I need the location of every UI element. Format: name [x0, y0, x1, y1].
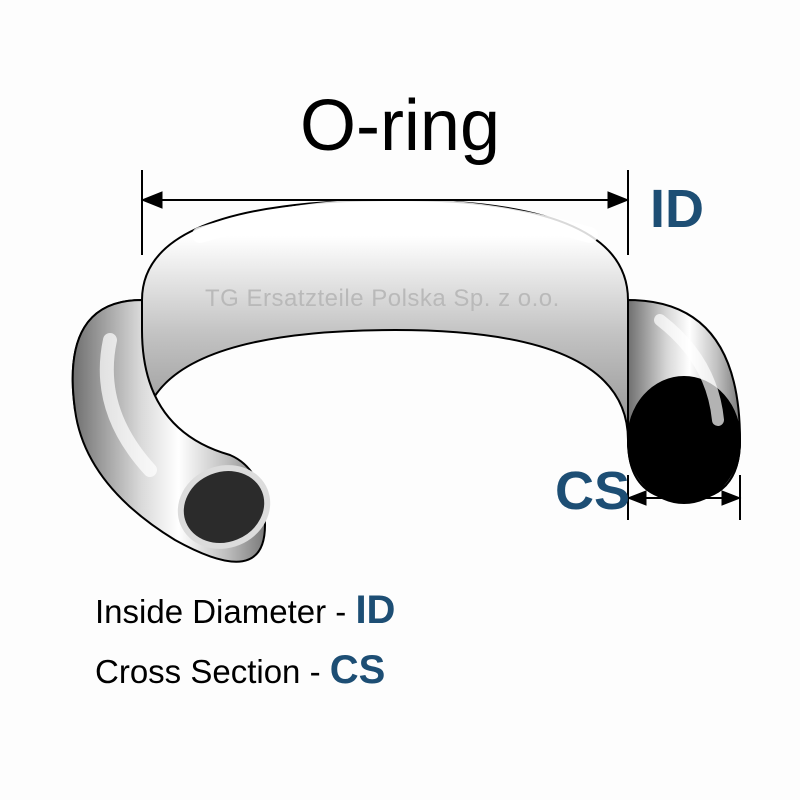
legend-line-2-suffix: CS [330, 648, 386, 692]
label-cs: CS [555, 460, 630, 522]
oring-body [73, 200, 740, 562]
legend-line-1: Inside Diameter - ID [95, 580, 395, 640]
diagram-title: O-ring [0, 85, 800, 167]
legend-line-1-suffix: ID [355, 588, 395, 632]
legend-line-1-prefix: Inside Diameter - [95, 593, 355, 630]
legend-line-2: Cross Section - CS [95, 640, 395, 700]
label-id: ID [650, 178, 704, 240]
diagram-stage: O-ring TG Ersatzteile Polska Sp. z o.o. … [0, 0, 800, 800]
watermark-text: TG Ersatzteile Polska Sp. z o.o. [205, 285, 560, 313]
legend: Inside Diameter - ID Cross Section - CS [95, 580, 395, 700]
cross-section-face [628, 377, 740, 503]
legend-line-2-prefix: Cross Section - [95, 653, 330, 690]
